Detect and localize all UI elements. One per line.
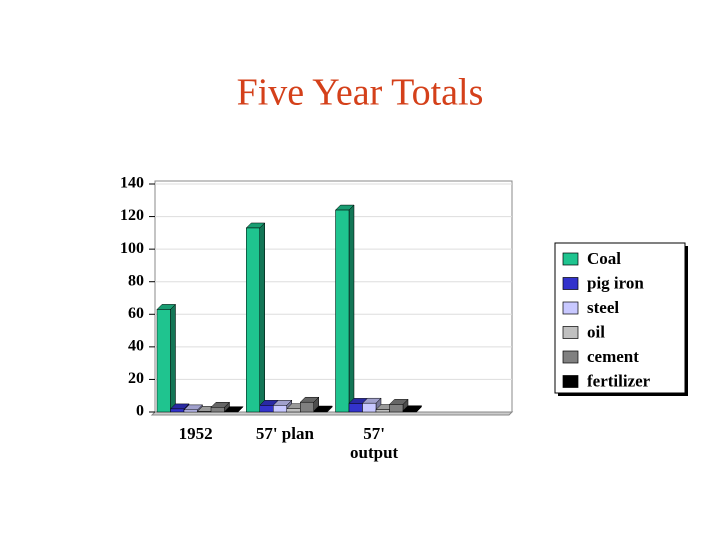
legend-label: oil (587, 322, 605, 341)
bar (300, 401, 314, 413)
y-tick-label: 60 (128, 305, 144, 322)
bar-side (170, 303, 176, 413)
floor (150, 411, 514, 416)
legend-swatch (562, 277, 579, 290)
legend-label: fertilizer (587, 371, 651, 390)
y-tick-label: 100 (120, 240, 144, 257)
y-tick-label: 140 (120, 175, 144, 192)
x-tick-label: 57' plan (255, 424, 314, 443)
bar-side (259, 222, 265, 413)
bar (197, 411, 212, 413)
y-tick-label: 0 (136, 403, 144, 420)
legend-swatch (562, 252, 579, 266)
bar (375, 409, 390, 413)
bar (362, 402, 377, 413)
bar (402, 410, 417, 413)
bar (389, 404, 404, 413)
bar (348, 403, 363, 413)
bar (259, 405, 274, 413)
bar (156, 309, 171, 413)
legend-label: steel (587, 298, 619, 317)
y-tick-label: 20 (128, 370, 144, 387)
bar-side (348, 204, 355, 413)
legend-label: cement (587, 347, 639, 366)
y-tick-label: 120 (120, 207, 144, 224)
bar (286, 408, 301, 413)
slide-title: Five Year Totals (237, 72, 484, 114)
bar (313, 410, 328, 413)
x-tick-label: 1952 (178, 424, 213, 443)
legend-swatch (562, 350, 579, 364)
plot-area (154, 180, 513, 413)
bar (335, 209, 350, 413)
bar (183, 409, 198, 413)
bar (210, 407, 225, 413)
bar (170, 408, 185, 413)
y-tick-label: 80 (128, 272, 144, 289)
legend-swatch (562, 375, 579, 388)
bar (273, 405, 287, 413)
legend-label: pig iron (587, 273, 644, 292)
legend-label: Coal (587, 249, 621, 268)
legend (554, 242, 686, 394)
bar (246, 227, 260, 413)
legend-swatch (562, 301, 579, 315)
y-tick-label: 40 (128, 338, 144, 355)
x-tick-label: 57' output (350, 424, 399, 462)
legend-swatch (562, 326, 579, 339)
